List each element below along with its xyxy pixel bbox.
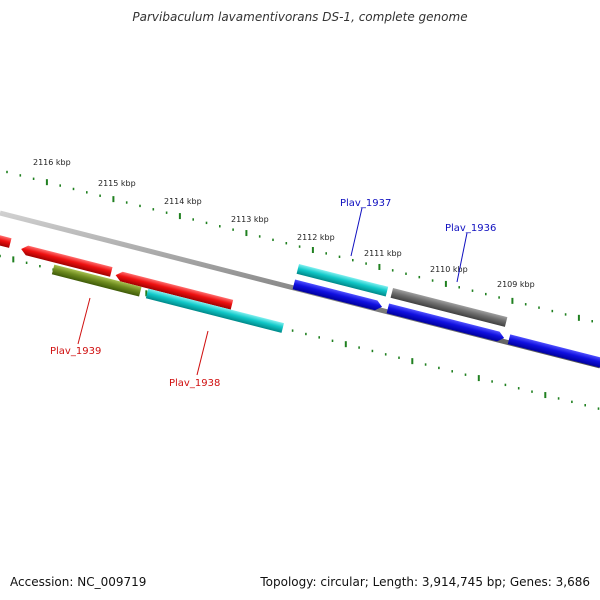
kbp-label-2114: 2114 kbp <box>164 197 202 206</box>
leader-plav-1937 <box>350 207 363 257</box>
diagram-title: Parvibaculum lavamentivorans DS-1, compl… <box>132 10 468 24</box>
kbp-label-2111: 2111 kbp <box>364 249 402 258</box>
leader-plav-1939 <box>77 297 91 345</box>
leader-plav-1938 <box>196 330 209 376</box>
accession-text: Accession: NC_009719 <box>10 575 147 589</box>
gene-label-plav-1936: Plav_1936 <box>445 223 496 234</box>
kbp-label-2116: 2116 kbp <box>33 158 71 167</box>
leader-plav-1936 <box>456 232 468 283</box>
gene-upper-red-3 <box>115 271 234 310</box>
kbp-label-2112: 2112 kbp <box>297 233 335 242</box>
kbp-label-2113: 2113 kbp <box>231 215 269 224</box>
gene-plav-1938 <box>145 288 284 333</box>
gene-label-plav-1939: Plav_1939 <box>50 346 101 357</box>
kbp-label-2110: 2110 kbp <box>430 265 468 274</box>
gene-plav-1936 <box>390 288 508 327</box>
gene-label-plav-1938: Plav_1938 <box>169 378 220 389</box>
gene-upper-red-1 <box>0 215 12 248</box>
kbp-label-2115: 2115 kbp <box>98 179 136 188</box>
gene-plav-1937 <box>296 264 389 297</box>
gene-lower-blue-1 <box>292 279 383 311</box>
gene-plav-1939 <box>51 264 142 297</box>
gene-upper-red-2 <box>21 245 113 277</box>
kbp-label-2109: 2109 kbp <box>497 280 535 289</box>
genome-summary-text: Topology: circular; Length: 3,914,745 bp… <box>260 575 590 589</box>
upper-tick-row <box>6 170 594 323</box>
gene-lower-blue-2 <box>386 303 505 342</box>
gene-label-plav-1937: Plav_1937 <box>340 198 391 209</box>
gene-lower-blue-3 <box>507 334 600 369</box>
gene-track <box>0 215 600 369</box>
